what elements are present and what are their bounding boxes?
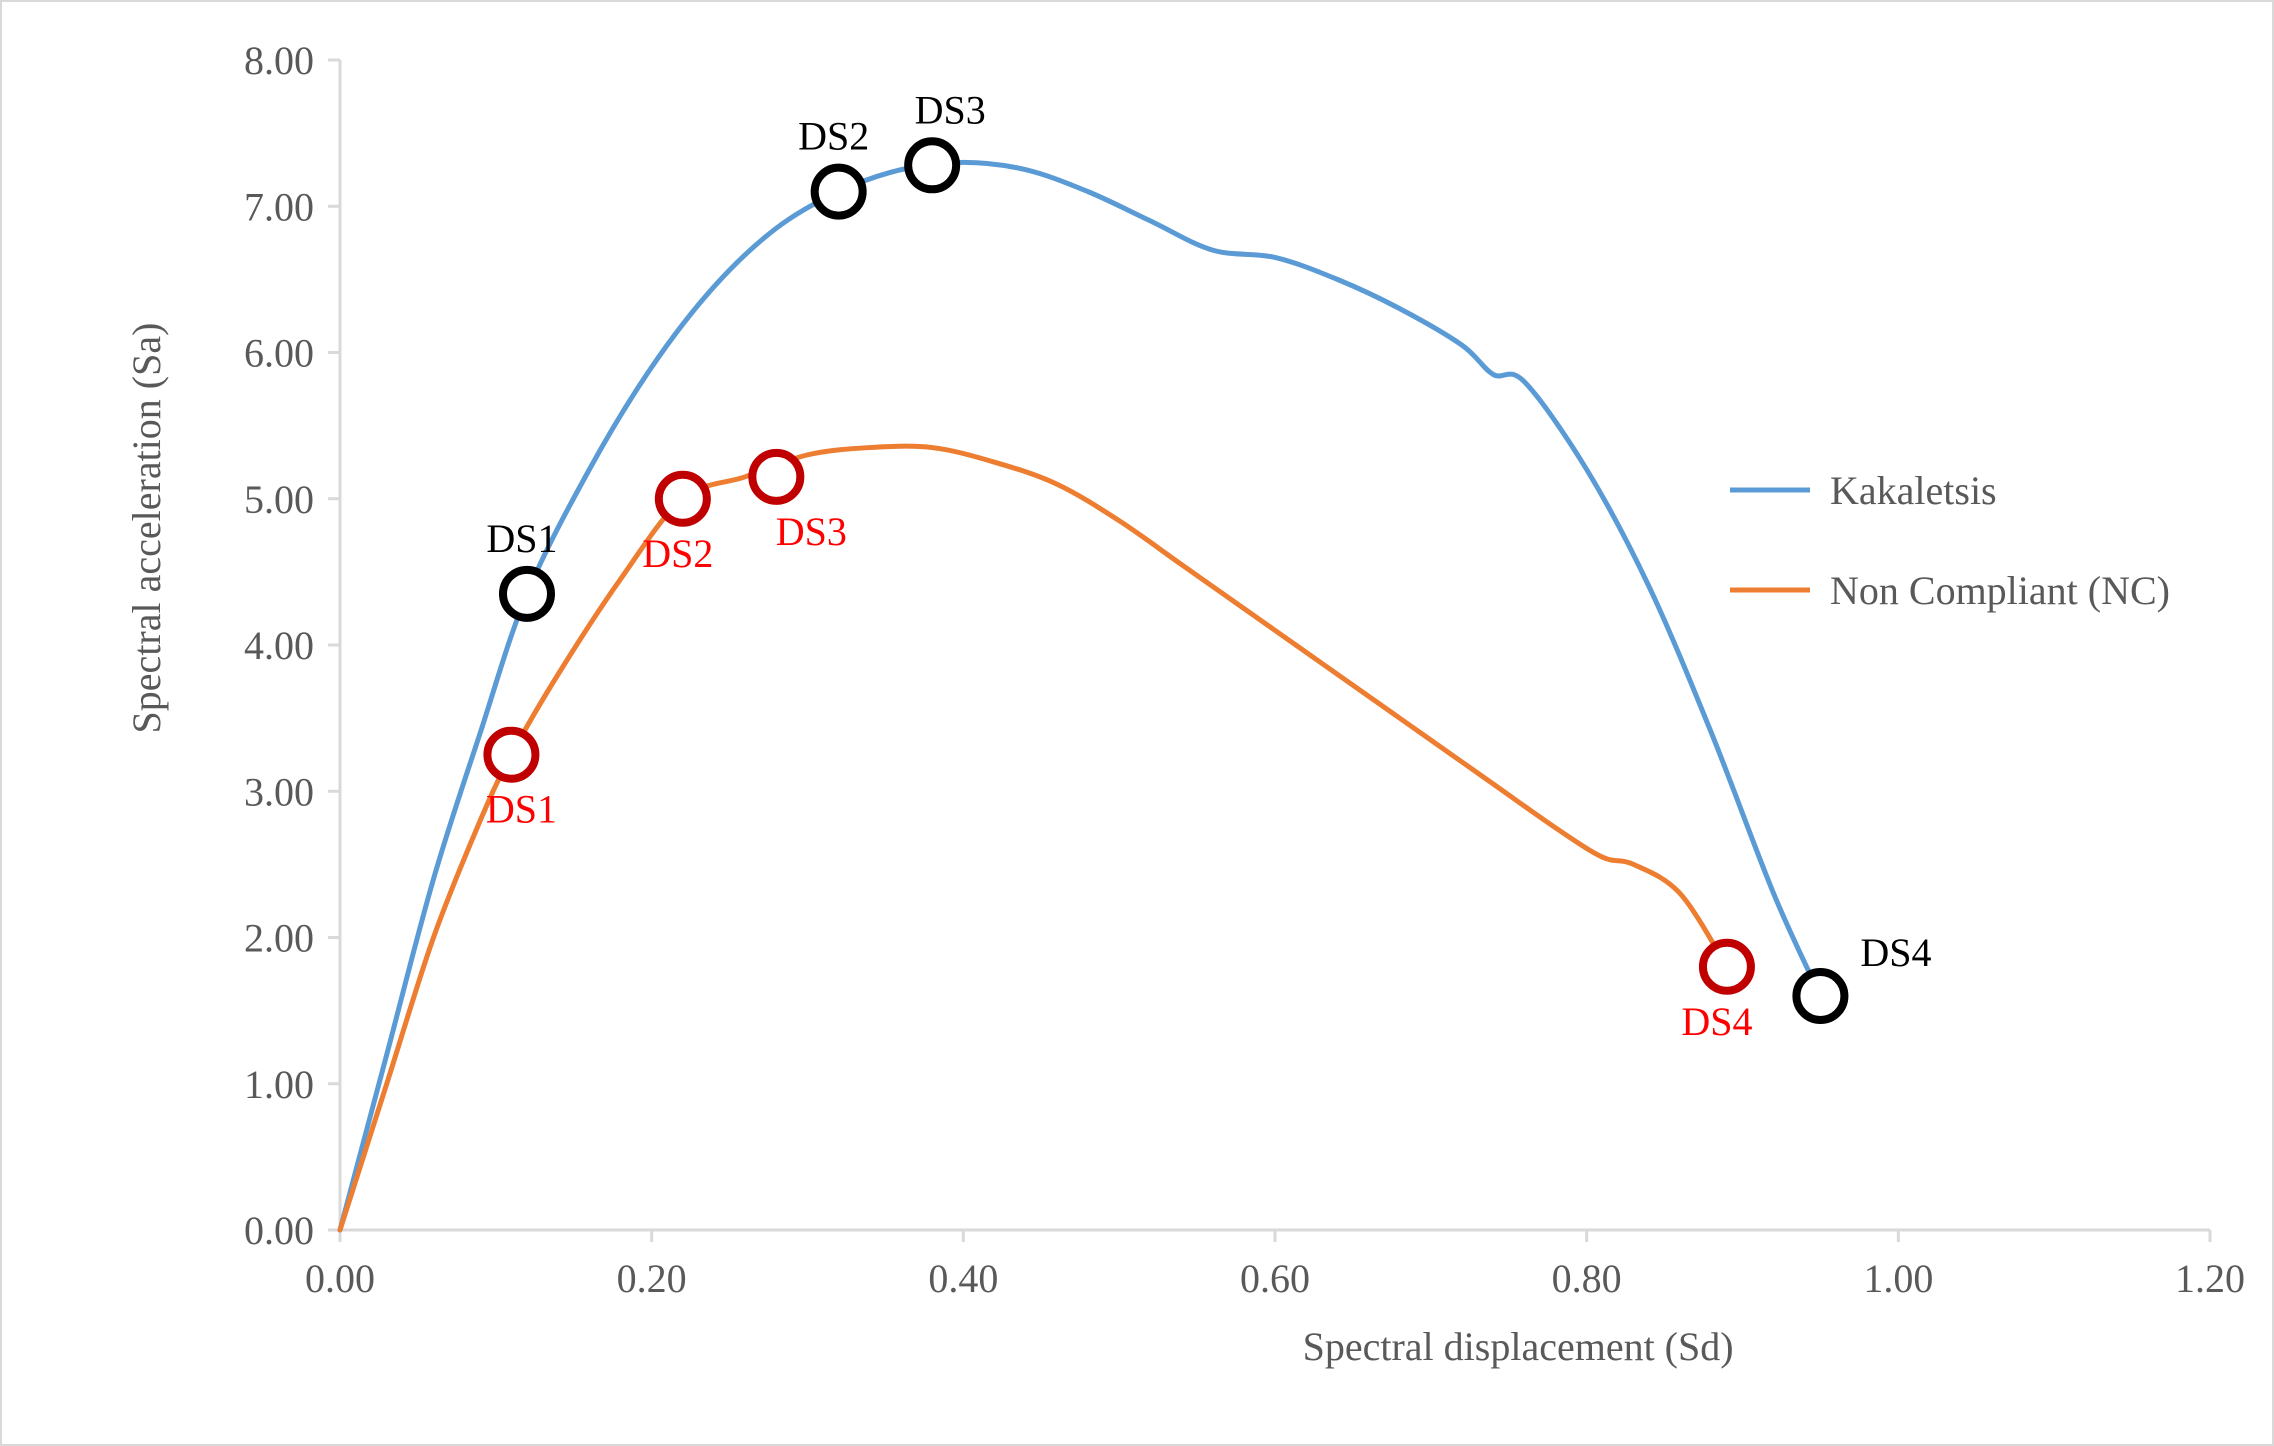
x-tick-label: 0.20: [617, 1256, 687, 1301]
marker-label-ds3: DS3: [776, 509, 847, 554]
legend-label: Kakaletsis: [1830, 468, 1997, 513]
y-tick-label: 0.00: [244, 1208, 314, 1253]
marker-label-ds3: DS3: [915, 87, 986, 132]
x-tick-label: 0.80: [1552, 1256, 1622, 1301]
y-tick-label: 2.00: [244, 916, 314, 961]
marker-label-ds1: DS1: [486, 516, 557, 561]
y-tick-label: 7.00: [244, 184, 314, 229]
x-tick-label: 1.00: [1863, 1256, 1933, 1301]
x-tick-label: 0.00: [305, 1256, 375, 1301]
x-tick-label: 0.40: [928, 1256, 998, 1301]
marker-non-compliant-nc--ds3: [752, 453, 800, 501]
x-tick-label: 1.20: [2175, 1256, 2245, 1301]
x-axis-label: Spectral displacement (Sd): [1303, 1324, 1734, 1369]
y-tick-label: 6.00: [244, 331, 314, 376]
y-tick-label: 3.00: [244, 769, 314, 814]
marker-kakaletsis-ds3: [908, 141, 956, 189]
legend-label: Non Compliant (NC): [1830, 568, 2170, 613]
y-tick-label: 8.00: [244, 38, 314, 83]
x-tick-label: 0.60: [1240, 1256, 1310, 1301]
marker-kakaletsis-ds4: [1796, 972, 1844, 1020]
y-tick-label: 4.00: [244, 623, 314, 668]
chart-container: 0.00 0.20 0.40 0.60 0.80 1.00 1.20 0.00 1.00 2.00…: [0, 0, 2274, 1446]
marker-kakaletsis-ds2: [815, 168, 863, 216]
y-tick-label: 1.00: [244, 1062, 314, 1107]
marker-label-ds4: DS4: [1860, 930, 1931, 975]
marker-non-compliant-nc--ds1: [487, 731, 535, 779]
chart-svg: 0.00 0.20 0.40 0.60 0.80 1.00 1.20 0.00 1.00 2.00…: [0, 0, 2274, 1446]
marker-label-ds2: DS2: [798, 114, 869, 159]
y-axis-label: Spectral acceleration (Sa): [124, 323, 169, 734]
y-tick-label: 5.00: [244, 477, 314, 522]
marker-non-compliant-nc--ds2: [659, 475, 707, 523]
marker-label-ds2: DS2: [642, 531, 713, 576]
marker-label-ds1: DS1: [486, 787, 557, 832]
marker-kakaletsis-ds1: [503, 570, 551, 618]
marker-label-ds4: DS4: [1681, 999, 1752, 1044]
marker-non-compliant-nc--ds4: [1703, 943, 1751, 991]
